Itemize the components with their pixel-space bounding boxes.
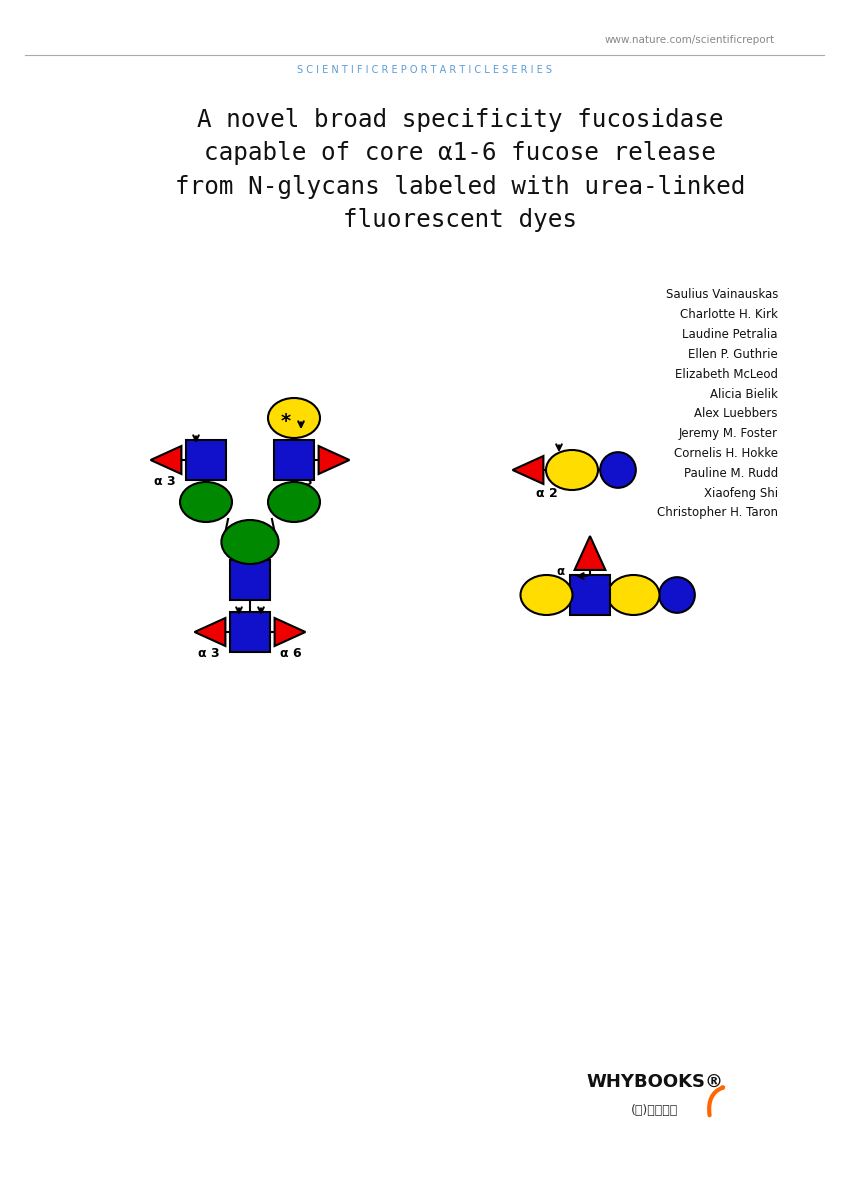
Bar (274, 440, 314, 480)
Bar (230, 560, 270, 600)
Text: Pauline M. Rudd: Pauline M. Rudd (683, 467, 778, 480)
Ellipse shape (268, 398, 320, 438)
Text: Cornelis H. Hokke: Cornelis H. Hokke (674, 446, 778, 460)
Ellipse shape (520, 575, 572, 614)
Circle shape (600, 452, 636, 488)
Text: S C I E N T I F I C R E P O R T A R T I C L E S E R I E S: S C I E N T I F I C R E P O R T A R T I … (297, 65, 553, 74)
Text: Christopher H. Taron: Christopher H. Taron (657, 506, 778, 520)
Ellipse shape (180, 482, 232, 522)
Text: A novel broad specificity fucosidase
capable of core α1-6 fucose release
from N-: A novel broad specificity fucosidase cap… (175, 108, 745, 233)
Polygon shape (513, 456, 543, 484)
FancyArrowPatch shape (709, 1087, 723, 1115)
Text: α 3: α 3 (291, 475, 312, 488)
Ellipse shape (222, 520, 278, 564)
Polygon shape (274, 618, 306, 646)
Text: Alicia Bielik: Alicia Bielik (710, 388, 778, 401)
Text: α 3: α 3 (155, 475, 176, 488)
Polygon shape (318, 446, 350, 474)
Text: www.nature.com/scientificreport: www.nature.com/scientificreport (604, 35, 775, 44)
Text: Laudine Petralia: Laudine Petralia (683, 328, 778, 341)
Text: *: * (281, 412, 291, 431)
Text: α 3: α 3 (198, 647, 220, 660)
Text: (주)와이북스: (주)와이북스 (632, 1104, 678, 1116)
Text: Xiaofeng Shi: Xiaofeng Shi (704, 486, 778, 499)
Polygon shape (194, 618, 225, 646)
Ellipse shape (608, 575, 660, 614)
Ellipse shape (546, 450, 598, 490)
Text: Saulius Vainauskas: Saulius Vainauskas (666, 288, 778, 301)
Text: Elizabeth McLeod: Elizabeth McLeod (675, 367, 778, 380)
Polygon shape (150, 446, 182, 474)
Text: Alex Luebbers: Alex Luebbers (694, 407, 778, 420)
Text: α 6: α 6 (280, 647, 301, 660)
Text: Jeremy M. Foster: Jeremy M. Foster (679, 427, 778, 440)
Text: Ellen P. Guthrie: Ellen P. Guthrie (689, 348, 778, 361)
Bar (570, 575, 610, 614)
Bar (186, 440, 226, 480)
Ellipse shape (268, 482, 320, 522)
Text: Charlotte H. Kirk: Charlotte H. Kirk (680, 308, 778, 322)
Circle shape (659, 577, 694, 613)
Bar (230, 612, 270, 652)
Text: WHYBOOKS®: WHYBOOKS® (587, 1073, 723, 1091)
Polygon shape (575, 536, 605, 570)
Text: α: α (556, 565, 564, 578)
Text: 4: 4 (556, 580, 564, 593)
Text: α 2: α 2 (536, 487, 558, 500)
